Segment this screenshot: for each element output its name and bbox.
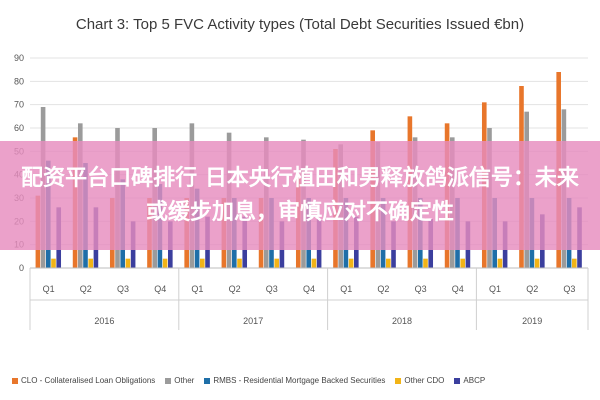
legend-item: ABCP (454, 376, 485, 385)
legend-label: ABCP (463, 376, 486, 385)
chart-title: Chart 3: Top 5 FVC Activity types (Total… (75, 16, 525, 33)
x-tick-label: Q2 (377, 284, 389, 294)
x-tick-label: Q1 (489, 284, 501, 294)
x-tick-label: Q2 (229, 284, 241, 294)
overlay-banner[interactable]: 配资平台口碑排行 日本央行植田和男释放鸽派信号：未来或缓步加息，审慎应对不确定性 (0, 141, 600, 250)
y-tick-label: 0 (19, 263, 24, 273)
x-tick-label: Q1 (340, 284, 352, 294)
legend-label: CLO - Collateralised Loan Obligations (21, 376, 156, 385)
year-label: 2017 (243, 316, 263, 326)
year-label: 2016 (94, 316, 114, 326)
bar (237, 258, 242, 268)
legend-item: Other CDO (395, 376, 444, 385)
year-label: 2019 (522, 316, 542, 326)
x-tick-label: Q4 (452, 284, 464, 294)
legend-swatch (165, 377, 172, 384)
legend-swatch (12, 377, 18, 384)
legend-swatch (395, 377, 402, 384)
legend-label: Other CDO (404, 376, 445, 385)
bar (386, 258, 391, 268)
x-tick-label: Q2 (526, 284, 538, 294)
x-axis: Q1 Q2 Q3 Q4 Q1 Q2 Q3 Q4 Q1 Q2 Q3 Q4 Q1 Q2 Q3 2016 2017 20… (29, 267, 589, 330)
x-tick-label: Q3 (415, 284, 427, 294)
x-tick-label: Q3 (266, 284, 278, 294)
legend-item: RMBS - Residential Mortgage Backed Secur… (204, 376, 385, 385)
y-tick-label: 90 (14, 53, 24, 63)
y-tick-label: 80 (14, 76, 24, 86)
bar (348, 258, 354, 268)
x-tick-label: Q1 (43, 284, 55, 294)
legend-item: Other (165, 376, 194, 385)
x-tick-label: Q4 (303, 284, 315, 294)
legend-swatch (204, 377, 211, 384)
legend-item: CLO - Collateralised Loan Obligations (12, 376, 155, 385)
bar (460, 258, 466, 268)
bar (534, 258, 540, 268)
bar (162, 258, 168, 268)
x-tick-label: Q3 (563, 284, 575, 294)
legend: CLO - Collateralised Loan Obligations Oth… (12, 376, 598, 385)
y-tick-label: 60 (14, 123, 24, 133)
legend-label: Other (174, 376, 195, 385)
x-tick-label: Q1 (191, 284, 203, 294)
bar (572, 258, 577, 268)
x-tick-label: Q4 (154, 284, 166, 294)
bar (423, 258, 428, 268)
year-label: 2018 (392, 316, 412, 326)
bar (200, 258, 205, 268)
bar (125, 258, 131, 268)
bar (51, 258, 56, 268)
y-tick-label: 70 (14, 100, 24, 110)
x-tick-label: Q3 (117, 284, 129, 294)
bar (88, 258, 94, 268)
bar (274, 258, 280, 268)
x-tick-label: Q2 (80, 284, 92, 294)
banner-text[interactable]: 配资平台口碑排行 日本央行植田和男释放鸽派信号：未来或缓步加息，审慎应对不确定性 (21, 165, 579, 225)
legend-label: RMBS - Residential Mortgage Backed Secur… (213, 376, 386, 385)
legend-swatch (454, 377, 461, 384)
bar (497, 258, 503, 268)
bar (311, 258, 317, 268)
